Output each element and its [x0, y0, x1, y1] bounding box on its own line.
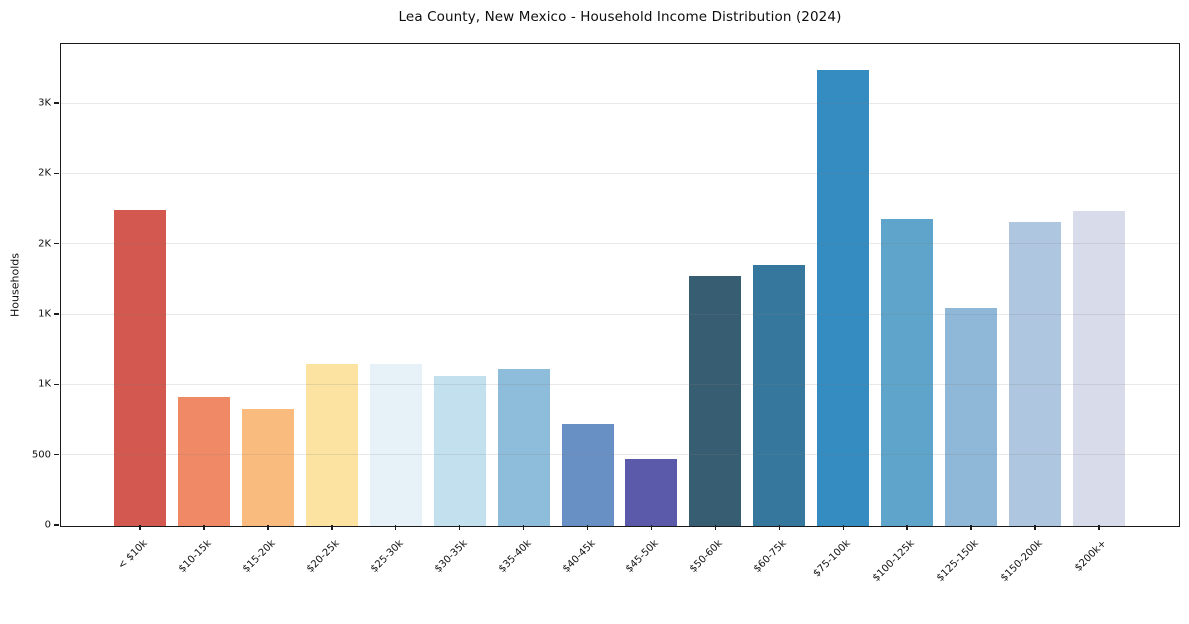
y-tick-label: 3K — [38, 97, 51, 109]
x-tick-mark — [650, 525, 653, 530]
x-tick-mark — [522, 525, 525, 530]
y-tick-mark — [54, 242, 59, 245]
y-tick-label: 1K — [38, 308, 51, 320]
bar-100-125k — [881, 219, 934, 526]
bars-layer — [61, 44, 1179, 526]
bar-10-15k — [177, 397, 230, 526]
x-tick-mark — [1034, 525, 1036, 530]
y-tick-label: 500 — [31, 449, 51, 461]
figure: Lea County, New Mexico - Household Incom… — [8, 9, 1180, 584]
bar-40-45k — [561, 424, 614, 526]
bar-25-30k — [369, 363, 422, 526]
bar-60-75k — [753, 265, 806, 526]
x-tick-mark — [906, 525, 908, 530]
x-tick-mark — [778, 525, 781, 530]
x-tick-mark — [970, 525, 972, 530]
y-tick-label: 0 — [44, 519, 51, 531]
bar-150-200k — [1009, 221, 1062, 526]
y-tick-mark — [54, 524, 59, 526]
axis-ticks-layer: 0 500 1K 1K 2K 2K 3K < $10k $10-15k $15-20k $20-25… — [32, 44, 1179, 584]
x-tick-mark — [331, 525, 333, 530]
x-tick-mark — [139, 525, 141, 530]
chart-title: Lea County, New Mexico - Household Incom… — [398, 9, 842, 25]
bar-50-60k — [689, 276, 742, 526]
x-tick-mark — [267, 525, 269, 530]
x-tick-mark — [203, 525, 205, 530]
y-tick-mark — [54, 172, 59, 175]
y-tick-label: 2K — [38, 167, 51, 179]
x-tick-mark — [714, 525, 717, 530]
plot-area: 0 500 1K 1K 2K 2K 3K < $10k $10-15k $15-20k $20-25… — [32, 43, 1180, 584]
bar-10k — [113, 210, 166, 526]
x-tick-mark — [394, 525, 397, 530]
y-axis-label: Households — [8, 253, 22, 317]
y-tick-label: 1K — [38, 378, 51, 390]
y-tick-mark — [54, 102, 59, 104]
y-tick-mark — [54, 383, 59, 386]
bar-20-25k — [305, 364, 358, 526]
x-tick-mark — [1098, 525, 1100, 530]
bar-15-20k — [241, 409, 294, 526]
bar-30-35k — [433, 375, 486, 526]
bar-200k — [1073, 210, 1126, 526]
bar-45-50k — [625, 459, 678, 526]
y-tick-mark — [54, 453, 59, 456]
x-tick-mark — [842, 525, 845, 530]
bar-125-150k — [945, 308, 998, 526]
x-tick-mark — [458, 525, 461, 530]
y-tick-mark — [54, 313, 59, 315]
y-tick-label: 2K — [38, 238, 51, 250]
bar-75-100k — [817, 69, 870, 526]
bar-35-40k — [497, 369, 550, 526]
x-tick-mark — [586, 525, 589, 530]
